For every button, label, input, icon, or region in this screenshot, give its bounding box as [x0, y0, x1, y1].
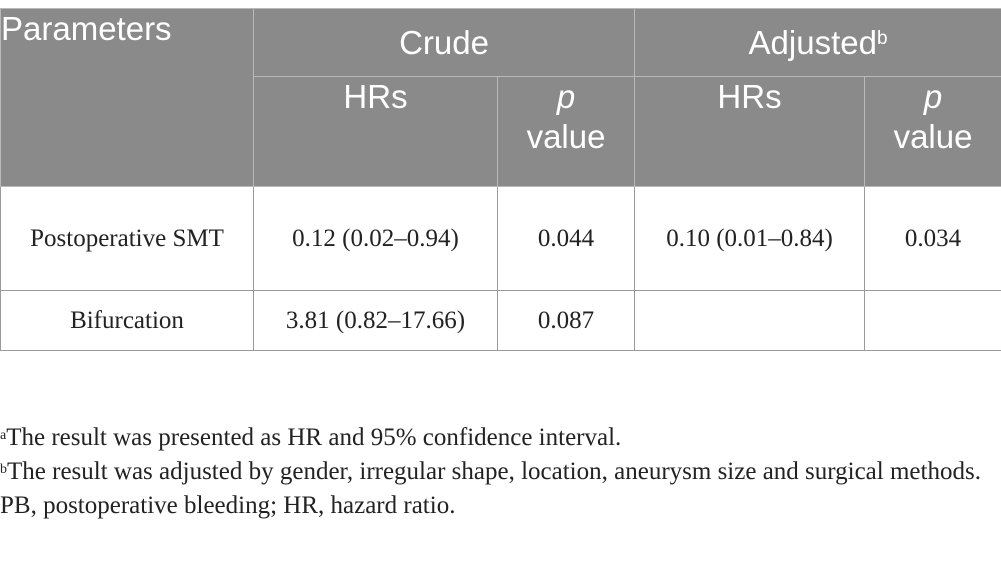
- cell-adjusted-hr: 0.10 (0.01–0.84): [634, 186, 866, 291]
- table-row: Postoperative SMT 0.12 (0.02–0.94) 0.044…: [0, 186, 1001, 291]
- results-table: Parameters Crude Adjustedb HRs p value HR…: [0, 8, 1001, 351]
- footnote-marker: a: [0, 428, 7, 443]
- footnote-b: bThe result was adjusted by gender, irre…: [0, 458, 981, 485]
- cell-crude-p: 0.087: [496, 290, 636, 351]
- cell-adjusted-p: 0.034: [864, 186, 1001, 291]
- cell-crude-p: 0.044: [496, 186, 636, 291]
- header-row-2: HRs p value HRs p value: [1, 76, 1001, 187]
- cell-adjusted-hr: [634, 290, 866, 351]
- cell-parameter: Bifurcation: [0, 290, 254, 351]
- header-crude-p-value: p value: [496, 76, 636, 187]
- header-adjusted-p-value: p value: [864, 76, 1001, 187]
- header-adjusted: Adjustedb: [634, 8, 1001, 77]
- adjusted-superscript: b: [876, 27, 888, 49]
- footnotes: aThe result was presented as HR and 95% …: [0, 421, 990, 523]
- cell-crude-hr: 0.12 (0.02–0.94): [253, 186, 498, 291]
- cell-adjusted-p: [864, 290, 1001, 351]
- footnote-a: aThe result was presented as HR and 95% …: [0, 424, 622, 451]
- header-parameters: Parameters: [0, 8, 254, 187]
- header-crude-hrs: HRs: [253, 76, 498, 187]
- cell-crude-hr: 3.81 (0.82–17.66): [253, 290, 498, 351]
- header-adjusted-hrs: HRs: [634, 76, 866, 187]
- header-row-1: Parameters Crude Adjustedb: [0, 8, 1001, 187]
- footnote-abbreviations: PB, postoperative bleeding; HR, hazard r…: [0, 492, 456, 519]
- cell-parameter: Postoperative SMT: [0, 186, 254, 291]
- table-row: Bifurcation 3.81 (0.82–17.66) 0.087: [0, 290, 1001, 351]
- footnote-marker: b: [0, 462, 7, 477]
- header-crude: Crude: [252, 8, 636, 77]
